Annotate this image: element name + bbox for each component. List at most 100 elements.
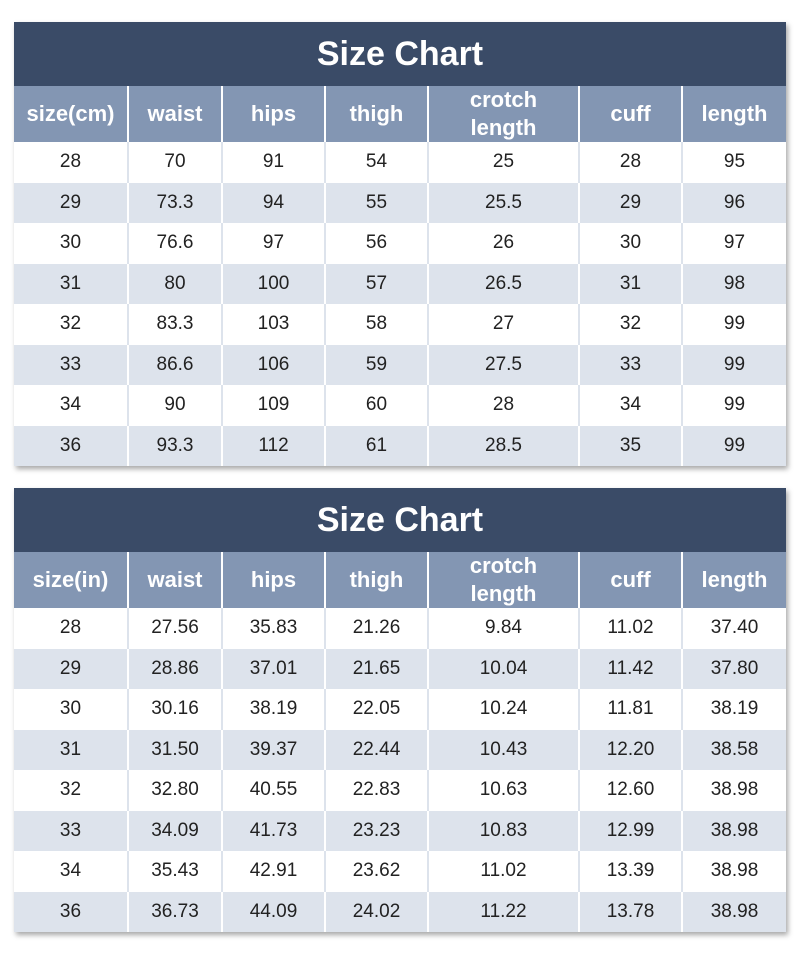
- column-header: waist: [127, 552, 222, 608]
- column-header: crotch length: [427, 86, 579, 142]
- column-header: size(in): [14, 552, 128, 608]
- cell: 29: [14, 182, 128, 223]
- cell: 26.5: [427, 263, 579, 304]
- cell: 97: [221, 223, 325, 264]
- cell: 25: [427, 142, 579, 183]
- cell: 30: [14, 223, 128, 264]
- column-header: cuff: [578, 552, 682, 608]
- cell: 28: [14, 608, 128, 649]
- column-header: crotch length: [427, 552, 579, 608]
- cell: 109: [221, 385, 325, 426]
- data-row: 34 35.43 42.91 23.62 11.02 13.39 38.98: [14, 851, 786, 892]
- cell: 76.6: [127, 223, 222, 264]
- data-row: 30 76.6 97 56 26 30 97: [14, 223, 786, 264]
- cell: 28.86: [127, 648, 222, 689]
- cell: 99: [681, 385, 786, 426]
- cell: 59: [324, 344, 428, 385]
- header-text: cuff: [610, 567, 651, 592]
- column-header: cuff: [578, 86, 682, 142]
- cell: 38.19: [681, 689, 786, 730]
- header-text: thigh: [349, 101, 404, 126]
- cell: 29: [578, 182, 682, 223]
- column-header: thigh: [324, 552, 428, 608]
- cell: 10.43: [427, 729, 579, 770]
- data-row: 36 36.73 44.09 24.02 11.22 13.78 38.98: [14, 891, 786, 932]
- cell: 11.22: [427, 891, 579, 932]
- cell: 54: [324, 142, 428, 183]
- header-text: crotch length: [469, 87, 538, 140]
- cell: 34: [14, 385, 128, 426]
- cell: 95: [681, 142, 786, 183]
- header-text: waist: [147, 101, 203, 126]
- column-header: size(cm): [14, 86, 128, 142]
- data-row: 36 93.3 112 61 28.5 35 99: [14, 425, 786, 466]
- cell: 24.02: [324, 891, 428, 932]
- cell: 32: [578, 304, 682, 345]
- cell: 12.99: [578, 810, 682, 851]
- data-row: 33 34.09 41.73 23.23 10.83 12.99 38.98: [14, 810, 786, 851]
- cell: 38.19: [221, 689, 325, 730]
- cell: 41.73: [221, 810, 325, 851]
- cell: 10.63: [427, 770, 579, 811]
- cell: 29: [14, 648, 128, 689]
- cell: 103: [221, 304, 325, 345]
- cell: 98: [681, 263, 786, 304]
- column-header: length: [681, 552, 786, 608]
- cell: 83.3: [127, 304, 222, 345]
- cell: 30: [14, 689, 128, 730]
- cell: 38.98: [681, 770, 786, 811]
- cell: 22.83: [324, 770, 428, 811]
- cell: 56: [324, 223, 428, 264]
- cell: 106: [221, 344, 325, 385]
- cell: 13.78: [578, 891, 682, 932]
- cell: 55: [324, 182, 428, 223]
- cell: 21.65: [324, 648, 428, 689]
- cell: 13.39: [578, 851, 682, 892]
- cell: 11.81: [578, 689, 682, 730]
- cell: 25.5: [427, 182, 579, 223]
- cell: 61: [324, 425, 428, 466]
- cell: 97: [681, 223, 786, 264]
- cell: 31.50: [127, 729, 222, 770]
- column-header: thigh: [324, 86, 428, 142]
- cell: 60: [324, 385, 428, 426]
- cell: 90: [127, 385, 222, 426]
- data-row: 34 90 109 60 28 34 99: [14, 385, 786, 426]
- cell: 44.09: [221, 891, 325, 932]
- cell: 27: [427, 304, 579, 345]
- cell: 30.16: [127, 689, 222, 730]
- cell: 37.80: [681, 648, 786, 689]
- column-header: waist: [127, 86, 222, 142]
- cell: 10.83: [427, 810, 579, 851]
- data-row: 28 27.56 35.83 21.26 9.84 11.02 37.40: [14, 608, 786, 649]
- cell: 42.91: [221, 851, 325, 892]
- header-text: length: [701, 101, 768, 126]
- header-text: size(in): [32, 567, 109, 592]
- cell: 36: [14, 891, 128, 932]
- cell: 27.56: [127, 608, 222, 649]
- cell: 35.43: [127, 851, 222, 892]
- table-title: Size Chart: [14, 488, 786, 552]
- data-row: 32 32.80 40.55 22.83 10.63 12.60 38.98: [14, 770, 786, 811]
- cell: 36: [14, 425, 128, 466]
- cell: 33: [578, 344, 682, 385]
- cell: 35.83: [221, 608, 325, 649]
- header-row: size(cm) waist hips thigh crotch length cuff l…: [14, 86, 786, 142]
- cell: 91: [221, 142, 325, 183]
- size-table: Size Chart size(in) waist hips thigh crotch l…: [14, 488, 786, 932]
- cell: 93.3: [127, 425, 222, 466]
- cell: 33: [14, 810, 128, 851]
- header-text: hips: [250, 101, 297, 126]
- header-text: size(cm): [26, 101, 115, 126]
- table-title: Size Chart: [14, 22, 786, 86]
- cell: 94: [221, 182, 325, 223]
- cell: 9.84: [427, 608, 579, 649]
- cell: 31: [14, 263, 128, 304]
- cell: 37.40: [681, 608, 786, 649]
- cell: 37.01: [221, 648, 325, 689]
- cell: 28: [14, 142, 128, 183]
- cell: 28: [427, 385, 579, 426]
- cell: 11.02: [578, 608, 682, 649]
- cell: 21.26: [324, 608, 428, 649]
- header-text: length: [701, 567, 768, 592]
